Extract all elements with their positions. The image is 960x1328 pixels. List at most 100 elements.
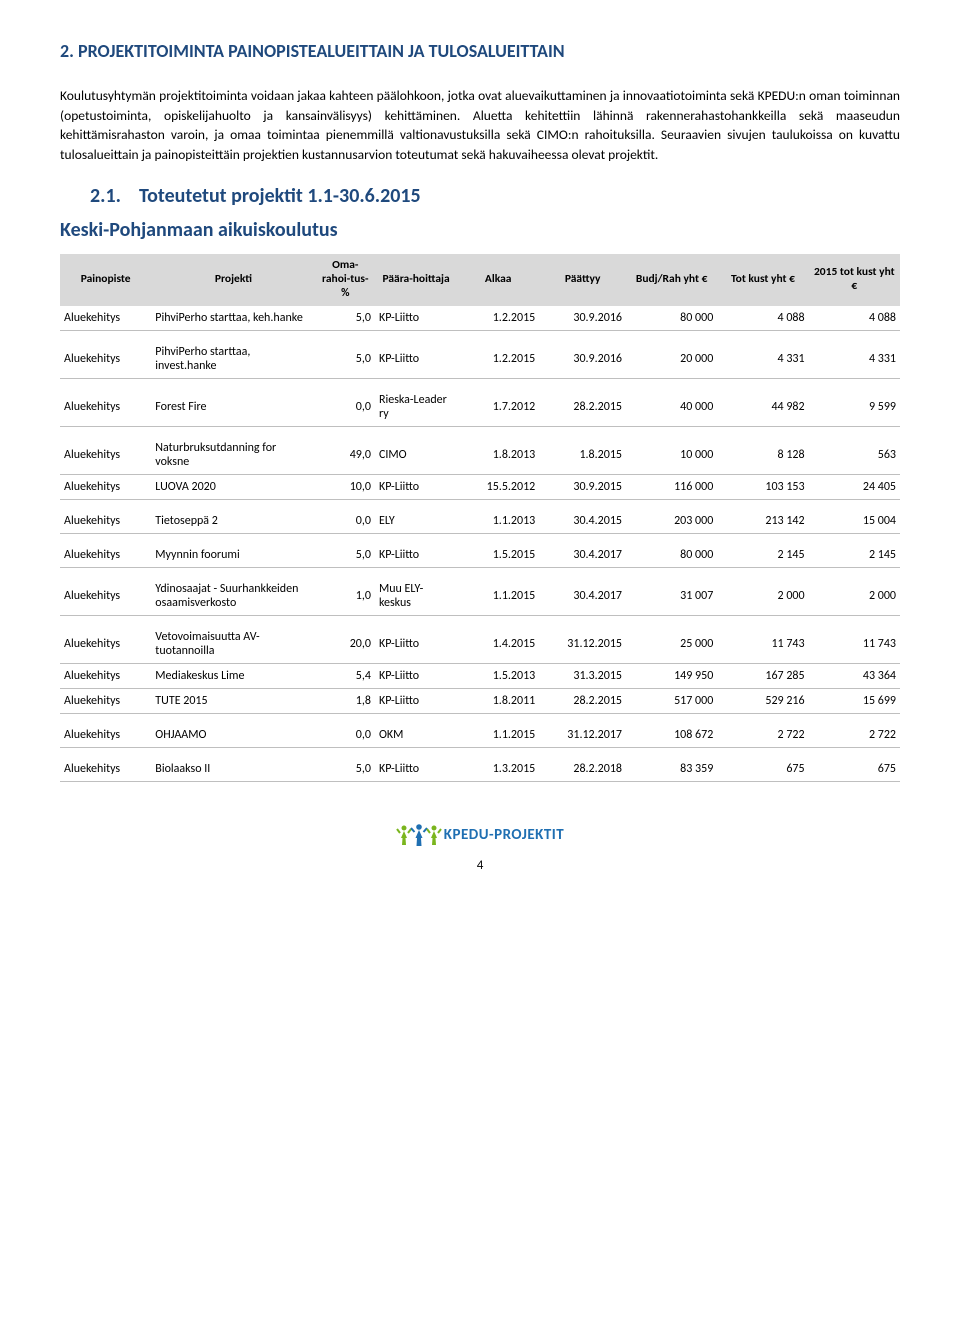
projects-table: Painopiste Projekti Oma-rahoi-tus-% Päär… — [60, 254, 900, 781]
cell-tot2015: 675 — [809, 747, 900, 781]
cell-rahoittaja: CIMO — [375, 426, 457, 474]
cell-tot2015: 43 364 — [809, 663, 900, 688]
cell-alkaa: 1.8.2011 — [457, 688, 539, 713]
cell-paattyy: 31.12.2015 — [539, 615, 626, 663]
cell-painopiste: Aluekehitys — [60, 499, 151, 533]
cell-budj: 517 000 — [626, 688, 717, 713]
cell-tot2015: 4 331 — [809, 330, 900, 378]
cell-tot: 8 128 — [717, 426, 808, 474]
table-row: AluekehitysMediakeskus Lime5,4KP-Liitto1… — [60, 663, 900, 688]
subsection-number: 2.1. — [90, 184, 121, 208]
cell-budj: 203 000 — [626, 499, 717, 533]
cell-oma: 5,0 — [316, 533, 375, 567]
cell-tot: 11 743 — [717, 615, 808, 663]
cell-tot: 167 285 — [717, 663, 808, 688]
cell-painopiste: Aluekehitys — [60, 663, 151, 688]
cell-tot2015: 24 405 — [809, 474, 900, 499]
cell-oma: 0,0 — [316, 713, 375, 747]
cell-projekti: PihviPerho starttaa, keh.hanke — [151, 306, 315, 331]
table-row: AluekehitysPihviPerho starttaa, invest.h… — [60, 330, 900, 378]
cell-projekti: Tietoseppä 2 — [151, 499, 315, 533]
table-row: AluekehitysPihviPerho starttaa, keh.hank… — [60, 306, 900, 331]
cell-alkaa: 1.3.2015 — [457, 747, 539, 781]
cell-tot: 4 331 — [717, 330, 808, 378]
col-paarahoittaja: Päära-hoittaja — [375, 254, 457, 305]
cell-alkaa: 15.5.2012 — [457, 474, 539, 499]
col-budj: Budj/Rah yht € — [626, 254, 717, 305]
col-totkust: Tot kust yht € — [717, 254, 808, 305]
cell-rahoittaja: KP-Liitto — [375, 663, 457, 688]
logo-text: KPEDU-PROJEKTIT — [444, 826, 564, 844]
cell-oma: 5,4 — [316, 663, 375, 688]
cell-painopiste: Aluekehitys — [60, 533, 151, 567]
cell-projekti: Vetovoimaisuutta AV-tuotannoilla — [151, 615, 315, 663]
table-row: AluekehitysTietoseppä 20,0ELY1.1.201330.… — [60, 499, 900, 533]
cell-budj: 108 672 — [626, 713, 717, 747]
cell-tot2015: 2 145 — [809, 533, 900, 567]
table-row: AluekehitysForest Fire0,0Rieska-Leader r… — [60, 378, 900, 426]
cell-tot2015: 15 004 — [809, 499, 900, 533]
cell-paattyy: 28.2.2015 — [539, 688, 626, 713]
intro-paragraph: Koulutusyhtymän projektitoiminta voidaan… — [60, 86, 900, 164]
cell-budj: 25 000 — [626, 615, 717, 663]
cell-alkaa: 1.1.2015 — [457, 713, 539, 747]
cell-projekti: Forest Fire — [151, 378, 315, 426]
cell-budj: 80 000 — [626, 306, 717, 331]
cell-budj: 40 000 — [626, 378, 717, 426]
cell-tot2015: 2 000 — [809, 567, 900, 615]
cell-oma: 1,8 — [316, 688, 375, 713]
cell-paattyy: 30.9.2015 — [539, 474, 626, 499]
cell-rahoittaja: OKM — [375, 713, 457, 747]
cell-painopiste: Aluekehitys — [60, 474, 151, 499]
cell-painopiste: Aluekehitys — [60, 688, 151, 713]
cell-projekti: PihviPerho starttaa, invest.hanke — [151, 330, 315, 378]
cell-projekti: Naturbruksutdanning for voksne — [151, 426, 315, 474]
cell-rahoittaja: KP-Liitto — [375, 306, 457, 331]
cell-painopiste: Aluekehitys — [60, 330, 151, 378]
cell-painopiste: Aluekehitys — [60, 713, 151, 747]
cell-painopiste: Aluekehitys — [60, 615, 151, 663]
cell-alkaa: 1.5.2013 — [457, 663, 539, 688]
cell-projekti: Biolaakso II — [151, 747, 315, 781]
cell-alkaa: 1.4.2015 — [457, 615, 539, 663]
cell-tot: 4 088 — [717, 306, 808, 331]
cell-rahoittaja: KP-Liitto — [375, 533, 457, 567]
cell-rahoittaja: KP-Liitto — [375, 747, 457, 781]
cell-painopiste: Aluekehitys — [60, 567, 151, 615]
table-row: AluekehitysYdinosaajat - Suurhankkeiden … — [60, 567, 900, 615]
cell-rahoittaja: Rieska-Leader ry — [375, 378, 457, 426]
cell-alkaa: 1.1.2013 — [457, 499, 539, 533]
kpedu-logo: KPEDU-PROJEKTIT — [396, 822, 564, 848]
organization-title: Keski-Pohjanmaan aikuiskoulutus — [60, 218, 900, 242]
cell-oma: 5,0 — [316, 306, 375, 331]
cell-paattyy: 31.3.2015 — [539, 663, 626, 688]
table-row: AluekehitysBiolaakso II5,0KP-Liitto1.3.2… — [60, 747, 900, 781]
cell-oma: 0,0 — [316, 378, 375, 426]
cell-tot2015: 11 743 — [809, 615, 900, 663]
cell-rahoittaja: Muu ELY-keskus — [375, 567, 457, 615]
section-title: 2. PROJEKTITOIMINTA PAINOPISTEALUEITTAIN… — [60, 40, 900, 62]
cell-tot: 2 000 — [717, 567, 808, 615]
cell-projekti: Mediakeskus Lime — [151, 663, 315, 688]
col-2015tot: 2015 tot kust yht € — [809, 254, 900, 305]
cell-paattyy: 1.8.2015 — [539, 426, 626, 474]
col-alkaa: Alkaa — [457, 254, 539, 305]
cell-paattyy: 31.12.2017 — [539, 713, 626, 747]
cell-paattyy: 28.2.2018 — [539, 747, 626, 781]
cell-budj: 31 007 — [626, 567, 717, 615]
cell-tot: 529 216 — [717, 688, 808, 713]
page-footer: KPEDU-PROJEKTIT 4 — [60, 822, 900, 873]
table-row: AluekehitysNaturbruksutdanning for voksn… — [60, 426, 900, 474]
cell-projekti: Myynnin foorumi — [151, 533, 315, 567]
cell-projekti: Ydinosaajat - Suurhankkeiden osaamisverk… — [151, 567, 315, 615]
people-icon — [396, 822, 442, 848]
table-row: AluekehitysOHJAAMO0,0OKM1.1.201531.12.20… — [60, 713, 900, 747]
cell-painopiste: Aluekehitys — [60, 306, 151, 331]
cell-paattyy: 30.4.2017 — [539, 533, 626, 567]
cell-tot: 103 153 — [717, 474, 808, 499]
cell-alkaa: 1.5.2015 — [457, 533, 539, 567]
cell-paattyy: 30.4.2015 — [539, 499, 626, 533]
cell-tot2015: 563 — [809, 426, 900, 474]
cell-tot: 44 982 — [717, 378, 808, 426]
cell-tot2015: 4 088 — [809, 306, 900, 331]
